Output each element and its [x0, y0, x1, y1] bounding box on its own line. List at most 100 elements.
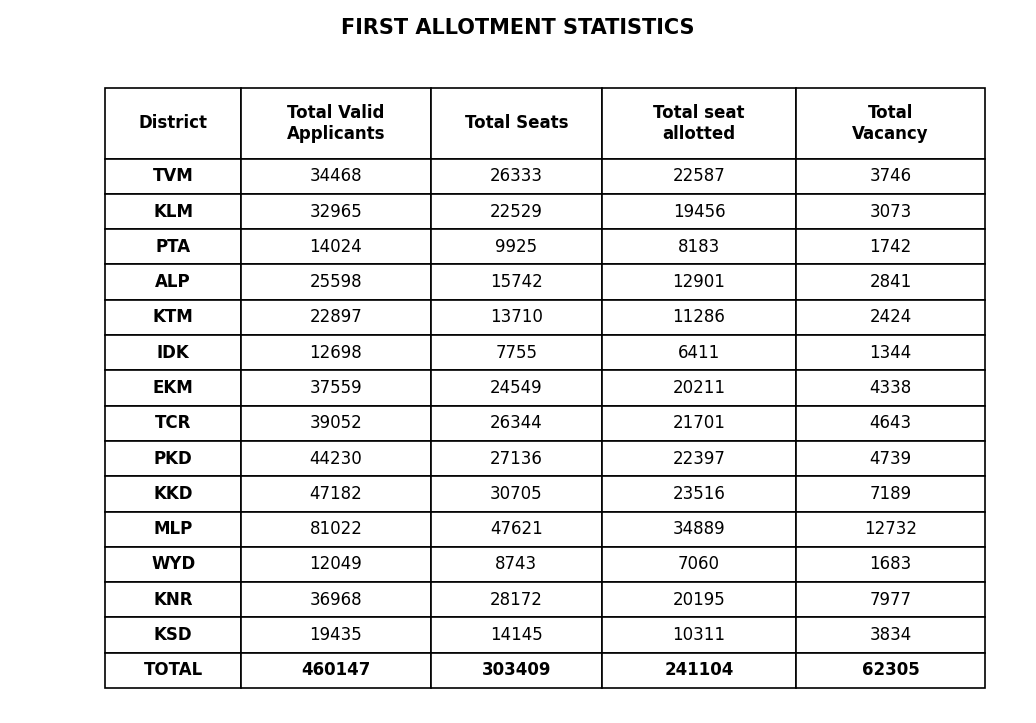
- Bar: [105, 370, 241, 406]
- Text: 7755: 7755: [495, 343, 538, 362]
- Bar: [796, 406, 985, 441]
- Text: TVM: TVM: [153, 167, 194, 185]
- Bar: [241, 617, 431, 653]
- Bar: [431, 476, 602, 512]
- Bar: [602, 335, 796, 370]
- Text: 4643: 4643: [869, 414, 912, 432]
- Text: 26344: 26344: [490, 414, 543, 432]
- Bar: [796, 617, 985, 653]
- Bar: [796, 88, 985, 158]
- Bar: [602, 194, 796, 229]
- Bar: [241, 653, 431, 688]
- Bar: [431, 300, 602, 335]
- Bar: [431, 194, 602, 229]
- Bar: [431, 88, 602, 158]
- Bar: [105, 229, 241, 265]
- Text: 19435: 19435: [310, 626, 363, 644]
- Text: 7189: 7189: [869, 485, 912, 503]
- Text: 13710: 13710: [490, 309, 543, 326]
- Bar: [602, 476, 796, 512]
- Bar: [105, 441, 241, 476]
- Text: KNR: KNR: [153, 591, 193, 609]
- Bar: [602, 441, 796, 476]
- Bar: [431, 512, 602, 547]
- Bar: [431, 547, 602, 582]
- Bar: [431, 370, 602, 406]
- Bar: [796, 512, 985, 547]
- Bar: [431, 582, 602, 617]
- Text: 15742: 15742: [490, 273, 543, 291]
- Bar: [105, 300, 241, 335]
- Bar: [431, 265, 602, 300]
- Bar: [602, 300, 796, 335]
- Text: IDK: IDK: [156, 343, 190, 362]
- Text: 20195: 20195: [672, 591, 725, 609]
- Bar: [241, 194, 431, 229]
- Text: 241104: 241104: [664, 662, 733, 680]
- Text: 10311: 10311: [672, 626, 725, 644]
- Bar: [105, 88, 241, 158]
- Text: 34889: 34889: [672, 520, 725, 538]
- Text: 8743: 8743: [495, 555, 538, 573]
- Text: 3834: 3834: [869, 626, 912, 644]
- Text: 20211: 20211: [672, 379, 725, 397]
- Text: ALP: ALP: [155, 273, 191, 291]
- Bar: [796, 158, 985, 194]
- Bar: [105, 512, 241, 547]
- Bar: [602, 265, 796, 300]
- Bar: [796, 300, 985, 335]
- Text: 36968: 36968: [310, 591, 363, 609]
- Text: Total seat
allotted: Total seat allotted: [654, 104, 745, 142]
- Bar: [602, 617, 796, 653]
- Bar: [431, 441, 602, 476]
- Bar: [796, 370, 985, 406]
- Bar: [241, 582, 431, 617]
- Bar: [241, 370, 431, 406]
- Text: 460147: 460147: [301, 662, 371, 680]
- Text: 32965: 32965: [310, 202, 363, 221]
- Bar: [602, 582, 796, 617]
- Bar: [431, 406, 602, 441]
- Text: 1742: 1742: [869, 238, 912, 256]
- Text: 8183: 8183: [678, 238, 720, 256]
- Bar: [796, 265, 985, 300]
- Bar: [602, 229, 796, 265]
- Text: FIRST ALLOTMENT STATISTICS: FIRST ALLOTMENT STATISTICS: [341, 18, 695, 38]
- Bar: [105, 335, 241, 370]
- Text: 3073: 3073: [869, 202, 912, 221]
- Text: 1344: 1344: [869, 343, 912, 362]
- Text: 27136: 27136: [490, 450, 543, 468]
- Text: 12049: 12049: [310, 555, 363, 573]
- Text: TCR: TCR: [155, 414, 192, 432]
- Text: 62305: 62305: [862, 662, 919, 680]
- Bar: [105, 476, 241, 512]
- Bar: [796, 335, 985, 370]
- Text: 37559: 37559: [310, 379, 363, 397]
- Text: 11286: 11286: [672, 309, 725, 326]
- Bar: [602, 547, 796, 582]
- Text: 26333: 26333: [490, 167, 543, 185]
- Text: 6411: 6411: [678, 343, 720, 362]
- Bar: [602, 88, 796, 158]
- Text: MLP: MLP: [153, 520, 193, 538]
- Text: 7060: 7060: [678, 555, 720, 573]
- Text: 47621: 47621: [490, 520, 543, 538]
- Bar: [241, 335, 431, 370]
- Text: 14145: 14145: [490, 626, 543, 644]
- Bar: [105, 406, 241, 441]
- Bar: [241, 158, 431, 194]
- Text: 9925: 9925: [495, 238, 538, 256]
- Text: 12698: 12698: [310, 343, 363, 362]
- Text: WYD: WYD: [151, 555, 196, 573]
- Text: 24549: 24549: [490, 379, 543, 397]
- Text: 25598: 25598: [310, 273, 363, 291]
- Text: 81022: 81022: [310, 520, 363, 538]
- Text: TOTAL: TOTAL: [144, 662, 203, 680]
- Bar: [431, 158, 602, 194]
- Bar: [796, 441, 985, 476]
- Bar: [241, 441, 431, 476]
- Bar: [105, 653, 241, 688]
- Text: 1683: 1683: [869, 555, 912, 573]
- Bar: [431, 229, 602, 265]
- Bar: [796, 547, 985, 582]
